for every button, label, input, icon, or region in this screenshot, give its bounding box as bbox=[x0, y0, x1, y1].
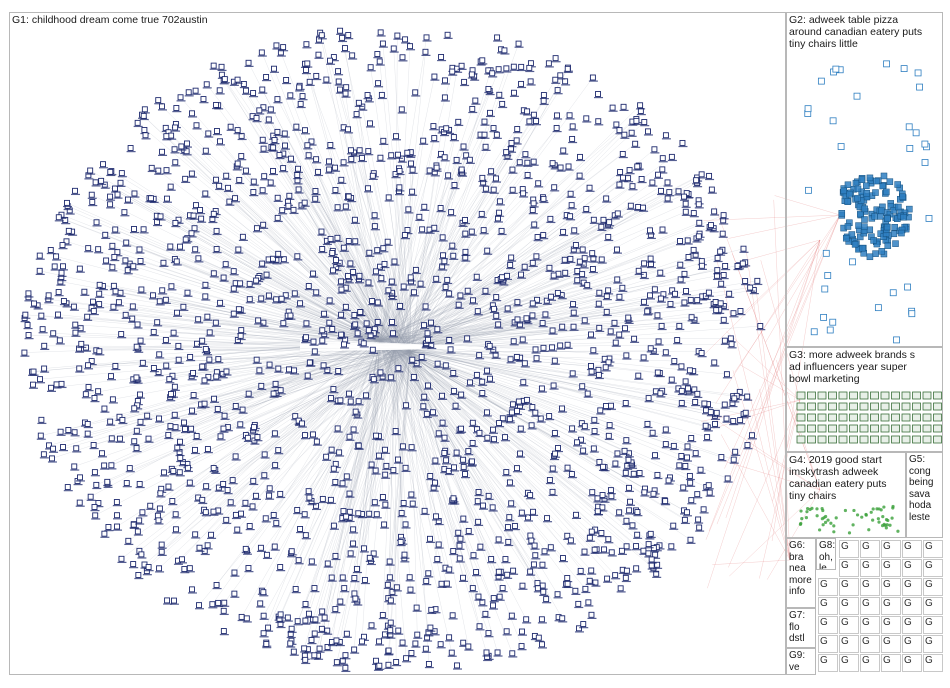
small-group-cell: G bbox=[923, 540, 943, 558]
small-group-cell: G bbox=[839, 616, 859, 634]
small-group-cell: G bbox=[923, 578, 943, 596]
small-group-cell: G bbox=[839, 654, 859, 672]
small-group-cell: G bbox=[902, 559, 922, 577]
group-panel-g4: G4: 2019 good start imskytrash adweek ca… bbox=[786, 452, 906, 538]
small-group-cell: G bbox=[902, 635, 922, 653]
group-label-g3: G3: more adweek brands s ad influencers … bbox=[789, 349, 916, 385]
group-panel-g8: G8: oh, le bbox=[816, 538, 836, 570]
small-group-cell: G bbox=[839, 559, 859, 577]
small-group-cell: G bbox=[923, 654, 943, 672]
group-label-g6: G6: bra nea more info bbox=[789, 540, 812, 597]
group-label-g7: G7: flo dstl bbox=[789, 610, 806, 644]
small-group-cell: G bbox=[902, 597, 922, 615]
small-group-cell: G bbox=[839, 578, 859, 596]
small-group-cell: G bbox=[839, 540, 859, 558]
group-label-g1: G1: childhood dream come true 702austin bbox=[12, 14, 208, 26]
small-group-cell: G bbox=[818, 578, 838, 596]
small-group-cell: G bbox=[839, 597, 859, 615]
g3-nodes bbox=[796, 391, 942, 444]
small-group-cell: G bbox=[881, 540, 901, 558]
group-panel-g9: G9: ve bbox=[786, 648, 816, 675]
small-group-cell: G bbox=[902, 654, 922, 672]
group-panel-g5: G5: cong being sava hoda leste bbox=[906, 452, 943, 538]
g4-nodes bbox=[798, 504, 900, 535]
small-group-cell: G bbox=[860, 635, 880, 653]
cross-group-edges bbox=[701, 195, 841, 589]
small-group-cell: G bbox=[881, 635, 901, 653]
small-group-cell: G bbox=[860, 559, 880, 577]
small-group-cell: G bbox=[860, 654, 880, 672]
group-panel-g7: G7: flo dstl bbox=[786, 608, 816, 648]
g1-nodes bbox=[20, 27, 766, 673]
small-group-cell: G bbox=[818, 616, 838, 634]
group-panel-g2: G2: adweek table pizza around canadian e… bbox=[786, 12, 943, 347]
small-group-cell: G bbox=[881, 597, 901, 615]
group-panel-g1: G1: childhood dream come true 702austin bbox=[9, 12, 786, 675]
small-group-cell: G bbox=[923, 559, 943, 577]
small-group-cell: G bbox=[923, 597, 943, 615]
group-panel-g3: G3: more adweek brands s ad influencers … bbox=[786, 347, 943, 452]
group-label-g9: G9: ve bbox=[789, 650, 806, 673]
small-group-cell: G bbox=[839, 635, 859, 653]
small-group-cell: G bbox=[881, 559, 901, 577]
small-group-cell: G bbox=[818, 654, 838, 672]
small-group-cell: G bbox=[902, 578, 922, 596]
group-label-g8: G8: oh, le bbox=[819, 540, 836, 570]
small-group-cell: G bbox=[881, 654, 901, 672]
group-label-g5: G5: cong being sava hoda leste bbox=[909, 454, 934, 523]
small-group-cell: G bbox=[923, 635, 943, 653]
small-group-cell: G bbox=[818, 635, 838, 653]
small-group-cell: G bbox=[923, 616, 943, 634]
small-group-cell: G bbox=[902, 540, 922, 558]
g2-nodes bbox=[804, 60, 933, 344]
small-group-cell: G bbox=[860, 597, 880, 615]
small-group-cell: G bbox=[860, 616, 880, 634]
group-label-g4: G4: 2019 good start imskytrash adweek ca… bbox=[789, 454, 887, 502]
small-group-cell: G bbox=[881, 578, 901, 596]
group-label-g2: G2: adweek table pizza around canadian e… bbox=[789, 14, 923, 50]
small-group-cell: G bbox=[860, 578, 880, 596]
small-group-cell: G bbox=[860, 540, 880, 558]
small-group-cell: G bbox=[902, 616, 922, 634]
small-group-cell: G bbox=[881, 616, 901, 634]
group-panel-g6: G6: bra nea more info bbox=[786, 538, 816, 608]
small-group-cell: G bbox=[818, 597, 838, 615]
